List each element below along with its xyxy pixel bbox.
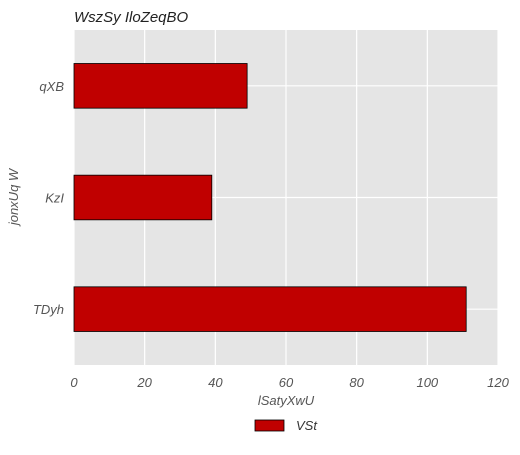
bar [73,174,213,221]
x-tick-labels: 0 20 40 60 80 100 120 [70,375,509,390]
x-tick-label: 40 [208,375,223,390]
x-axis-label: lSatyXwU [258,393,315,408]
legend: VSt [254,418,318,433]
bars [73,63,467,332]
x-tick-label: 80 [349,375,364,390]
x-tick-label: 0 [70,375,78,390]
y-tick-label: TDyh [33,302,64,317]
y-tick-label: qXB [39,79,64,94]
chart-title: WszSy IloZeqBO [74,9,189,26]
bar [73,63,248,109]
y-tick-labels: qXB KzI TDyh [33,79,64,317]
x-tick-label: 100 [416,375,438,390]
legend-swatch [254,419,285,432]
x-tick-label: 60 [279,375,294,390]
x-tick-label: 120 [487,375,509,390]
bar [73,286,467,332]
legend-label: VSt [296,418,318,433]
x-tick-label: 20 [136,375,152,390]
y-axis-label: jonxUq W [6,167,21,227]
y-tick-label: KzI [45,191,64,206]
